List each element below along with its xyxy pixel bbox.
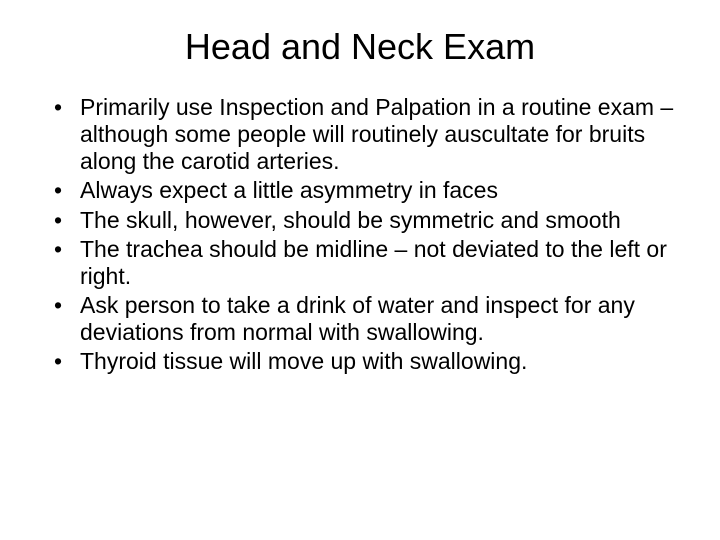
list-item: Ask person to take a drink of water and … (54, 292, 680, 346)
bullet-list: Primarily use Inspection and Palpation i… (40, 94, 680, 375)
list-item: The trachea should be midline – not devi… (54, 236, 680, 290)
list-item: The skull, however, should be symmetric … (54, 207, 680, 234)
slide-container: Head and Neck Exam Primarily use Inspect… (0, 0, 720, 540)
slide-title: Head and Neck Exam (40, 26, 680, 68)
list-item: Primarily use Inspection and Palpation i… (54, 94, 680, 175)
list-item: Thyroid tissue will move up with swallow… (54, 348, 680, 375)
list-item: Always expect a little asymmetry in face… (54, 177, 680, 204)
